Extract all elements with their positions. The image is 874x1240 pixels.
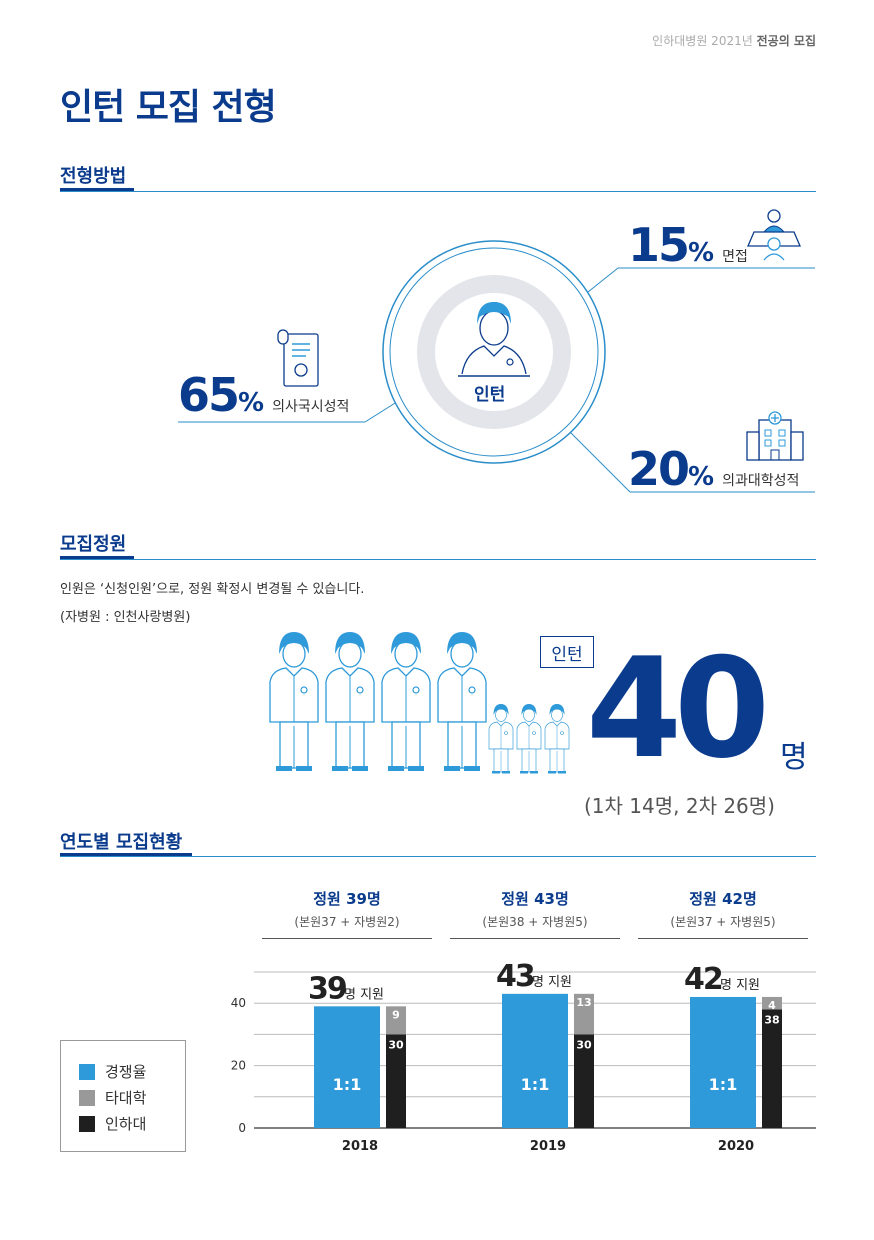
legend-item: 경쟁율: [79, 1061, 146, 1082]
header-note-bold: 전공의 모집: [756, 34, 816, 48]
section-underline: [60, 188, 134, 191]
year-header-2020: 정원 42명 (본원37 + 자병원5): [638, 888, 808, 939]
doctor-icon: [458, 302, 530, 377]
bar-ratio: [690, 996, 756, 1128]
year-header-2018: 정원 39명 (본원37 + 자병원2): [262, 888, 432, 939]
bar-ratio-label: 1:1: [709, 1075, 738, 1094]
y-tick-label: 20: [231, 1059, 246, 1073]
year-sub: (본원37 + 자병원2): [294, 915, 400, 929]
quota-note-1: 인원은 ‘신청인원’으로, 정원 확정시 변경될 수 있습니다.: [60, 582, 365, 597]
header-note-prefix: 인하대병원 2021년: [652, 34, 753, 48]
section-divider: [60, 191, 816, 192]
method-item-label: 의사국시성적: [272, 399, 350, 415]
section-divider: [60, 559, 816, 560]
section-title-quota: 모집정원: [60, 534, 127, 555]
y-tick-label: 40: [231, 996, 246, 1010]
section-divider: [60, 856, 816, 857]
bar-ratio-label: 1:1: [521, 1075, 550, 1094]
bar-ratio: [502, 993, 568, 1128]
method-item-exam: 65 % 의사국시성적: [178, 372, 349, 418]
applicants-number: 39: [308, 971, 346, 1006]
intern-figure-small: [488, 703, 514, 774]
method-item-label: 의과대학성적: [722, 473, 800, 489]
legend-item: 타대학: [79, 1087, 146, 1108]
method-center-label: 인턴: [474, 385, 506, 405]
method-item-unit: %: [688, 238, 715, 268]
intern-figure-small: [516, 703, 542, 774]
year-header-2019: 정원 43명 (본원38 + 자병원5): [450, 888, 620, 939]
y-tick-label: 0: [238, 1121, 246, 1135]
method-item-unit: %: [238, 388, 265, 418]
legend-label: 경쟁율: [105, 1063, 147, 1081]
year-sub: (본원38 + 자병원5): [482, 915, 588, 929]
legend-swatch: [79, 1115, 95, 1132]
method-item-value: 20: [628, 442, 690, 496]
legend-label: 인하대: [105, 1115, 147, 1133]
method-item-interview: 15 % 면접: [628, 222, 748, 268]
applicants-number: 43: [496, 959, 534, 994]
method-item-unit: %: [688, 462, 715, 492]
section-title-status: 연도별 모집현황: [60, 832, 183, 853]
quota-unit: 명: [780, 740, 808, 775]
applicants-suffix: 명 지원: [720, 978, 760, 993]
year-head: 정원 39명: [313, 890, 381, 908]
page-title: 인턴 모집 전형: [60, 87, 277, 128]
interview-icon: [747, 209, 801, 261]
intern-figure: [437, 631, 487, 772]
bar-other: [386, 1006, 406, 1035]
legend-label: 타대학: [105, 1089, 147, 1107]
header-note: 인하대병원 2021년 전공의 모집: [652, 32, 816, 49]
bar-other: [574, 993, 594, 1035]
bar-inha-label: 30: [388, 1038, 404, 1051]
quota-detail: (1차 14명, 2차 26명): [584, 794, 775, 818]
x-tick-label: 2020: [718, 1139, 754, 1154]
year-head: 정원 42명: [689, 890, 757, 908]
applicants-suffix: 명 지원: [532, 975, 572, 990]
section-title-method: 전형방법: [60, 166, 127, 187]
section-underline: [60, 556, 134, 559]
intern-figure: [269, 631, 319, 772]
year-line: [638, 938, 808, 939]
bar-inha-label: 38: [764, 1013, 779, 1026]
method-item-value: 15: [628, 218, 690, 272]
hospital-icon: [746, 411, 804, 461]
legend-swatch: [79, 1063, 95, 1080]
x-tick-label: 2018: [342, 1139, 378, 1154]
intern-figure-small: [544, 703, 570, 774]
year-head: 정원 43명: [501, 890, 569, 908]
legend-swatch: [79, 1089, 95, 1106]
quota-note-2: (자병원 : 인천사랑병원): [60, 610, 191, 625]
bar-other-label: 9: [392, 1008, 400, 1021]
bar-other-label: 13: [576, 996, 591, 1009]
bar-inha: [762, 1009, 782, 1128]
intern-figures: [269, 631, 570, 774]
bar-inha: [386, 1034, 406, 1128]
quota-number: 40: [586, 628, 770, 789]
method-item-value: 65: [178, 368, 240, 422]
year-line: [450, 938, 620, 939]
bar-other-label: 4: [768, 999, 776, 1012]
bar-inha-label: 30: [576, 1038, 592, 1051]
intern-figure: [381, 631, 431, 772]
bar-other: [762, 996, 782, 1010]
section-underline: [60, 853, 192, 856]
certificate-icon: [277, 329, 319, 387]
bar-inha: [574, 1034, 594, 1128]
bar-ratio-label: 1:1: [333, 1075, 362, 1094]
legend-item: 인하대: [79, 1113, 146, 1134]
method-diagram: [178, 209, 815, 493]
intern-figure: [325, 631, 375, 772]
year-line: [262, 938, 432, 939]
method-item-school: 20 % 의과대학성적: [628, 446, 799, 492]
method-item-label: 면접: [722, 249, 748, 265]
bar-ratio: [314, 1006, 380, 1128]
year-sub: (본원37 + 자병원5): [670, 915, 776, 929]
applicants-number: 42: [684, 962, 722, 997]
x-tick-label: 2019: [530, 1139, 566, 1154]
chart-legend: 경쟁율 타대학 인하대: [60, 1040, 186, 1152]
applicants-suffix: 명 지원: [344, 987, 384, 1002]
quota-badge: 인턴: [540, 636, 594, 668]
